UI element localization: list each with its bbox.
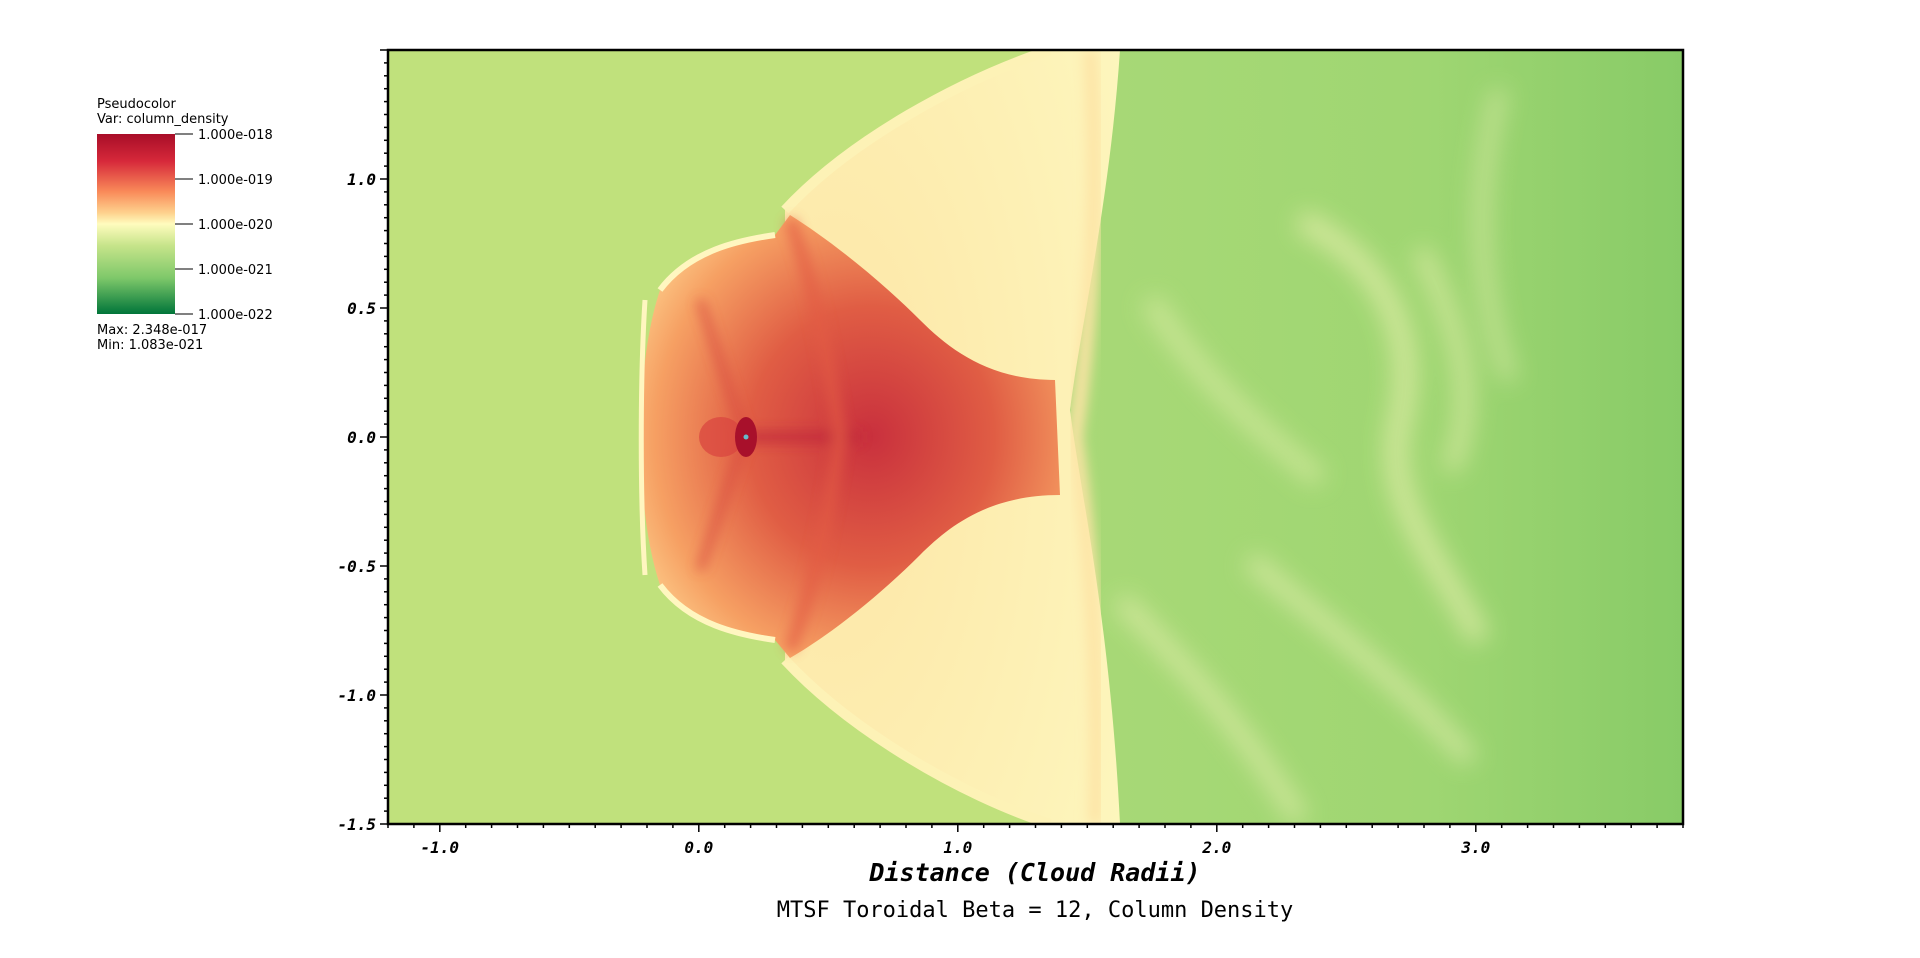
y-tick-label: 1.0 xyxy=(347,170,376,189)
plot-caption: MTSF Toroidal Beta = 12, Column Density xyxy=(777,898,1294,923)
colorbar-level-label: 1.000e-018 xyxy=(198,128,273,143)
cloud-lower-rim xyxy=(657,583,776,643)
heatmap-field xyxy=(388,50,1683,824)
legend-plot-type: Pseudocolor xyxy=(97,97,176,112)
wake-filaments xyxy=(1113,88,1517,824)
legend-min: Min: 1.083e-021 xyxy=(97,338,203,353)
lower-shock-front xyxy=(781,656,1052,824)
colorbar-ticks: 1.000e-018 1.000e-019 1.000e-020 1.000e-021… xyxy=(175,128,273,323)
legend: Pseudocolor Var: column_density 1.000e-0… xyxy=(97,97,273,353)
colorbar-level-label: 1.000e-019 xyxy=(198,173,273,188)
x-tick-label: 0.0 xyxy=(684,838,713,857)
y-tick-label: -0.5 xyxy=(337,557,376,576)
cloud-leading-edge xyxy=(638,299,648,576)
colorbar-level-label: 1.000e-021 xyxy=(198,263,273,278)
upper-shock-front xyxy=(781,50,1052,214)
cloud-filaments xyxy=(696,217,860,653)
y-axis: 1.0 0.5 0.0 -0.5 -1.0 -1.5 xyxy=(337,49,388,834)
y-tick-label: -1.0 xyxy=(337,686,376,705)
x-tick-label: -1.0 xyxy=(421,838,460,857)
y-tick-label: -1.5 xyxy=(337,815,376,834)
turbulent-wake xyxy=(1040,50,1683,824)
legend-variable: Var: column_density xyxy=(97,112,229,127)
cloud-shadow-ring xyxy=(699,417,743,457)
colorbar-level-label: 1.000e-020 xyxy=(198,218,273,233)
cloud-upper-rim xyxy=(657,232,776,292)
x-tick-label: 1.0 xyxy=(943,838,972,857)
legend-max: Max: 2.348e-017 xyxy=(97,323,207,338)
core-marker xyxy=(743,434,749,440)
colorbar xyxy=(97,134,175,314)
colorbar-level-label: 1.000e-022 xyxy=(198,308,273,323)
x-axis-title: Distance (Cloud Radii) xyxy=(868,858,1200,887)
x-axis: -1.0 0.0 1.0 2.0 3.0 xyxy=(387,824,1684,857)
y-tick-label: 0.5 xyxy=(347,299,376,318)
y-tick-label: 0.0 xyxy=(347,428,376,447)
wake-boundary xyxy=(1067,50,1104,824)
x-tick-label: 3.0 xyxy=(1460,838,1490,857)
x-tick-label: 2.0 xyxy=(1201,838,1231,857)
